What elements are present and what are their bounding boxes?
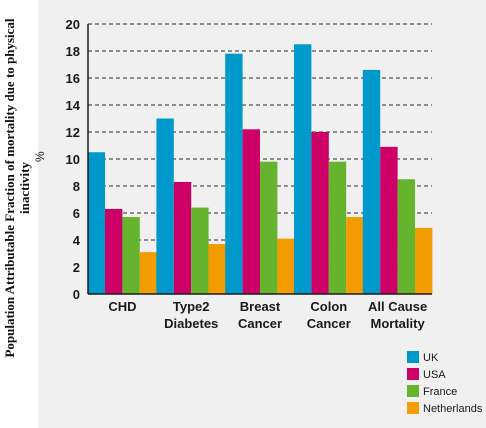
category-label: Cancer <box>238 316 282 331</box>
category-label: Type2 <box>173 299 210 314</box>
category-label: Diabetes <box>164 316 218 331</box>
bar-netherlands-2 <box>277 238 295 294</box>
category-label: All Cause <box>368 299 427 314</box>
y-unit-label: % <box>33 151 47 162</box>
y-tick-label: 4 <box>73 233 81 248</box>
bar-france-0 <box>122 217 140 294</box>
bar-usa-0 <box>105 208 123 294</box>
legend-label-netherlands: Netherlands <box>423 403 483 415</box>
y-tick-labels: 0 2 4 6 8 10 12 14 16 18 20 <box>66 17 81 302</box>
category-label: Cancer <box>307 316 351 331</box>
category-label: Mortality <box>371 316 426 331</box>
y-tick-label: 18 <box>66 44 80 59</box>
category-label: Colon <box>310 299 347 314</box>
x-category-labels: CHD Type2 Diabetes Breast Cancer Colon Cancer A… <box>108 299 427 331</box>
y-tick-label: 8 <box>73 179 80 194</box>
bars <box>87 44 433 295</box>
y-tick-label: 16 <box>66 71 80 86</box>
legend-swatch-france <box>407 385 419 397</box>
bar-uk-0 <box>87 152 105 294</box>
axes <box>87 24 432 295</box>
bar-usa-2 <box>242 129 260 294</box>
bar-netherlands-1 <box>208 244 226 294</box>
legend-label-usa: USA <box>423 369 446 381</box>
bar-usa-1 <box>173 181 192 294</box>
bar-usa-3 <box>311 132 329 294</box>
category-label: Breast <box>240 299 281 314</box>
bar-uk-4 <box>362 69 381 295</box>
bar-netherlands-3 <box>346 217 364 294</box>
bar-netherlands-0 <box>139 252 158 294</box>
bar-uk-1 <box>156 118 174 294</box>
legend: UK USA France Netherlands <box>407 351 483 415</box>
category-label: CHD <box>108 299 136 314</box>
y-tick-label: 0 <box>73 287 80 302</box>
legend-swatch-netherlands <box>407 402 419 414</box>
bar-uk-3 <box>294 44 312 294</box>
y-tick-label: 6 <box>73 206 80 221</box>
legend-swatch-uk <box>407 351 419 363</box>
legend-label-france: France <box>423 386 457 398</box>
legend-label-uk: UK <box>423 352 439 364</box>
bar-usa-4 <box>380 146 398 294</box>
bar-france-2 <box>260 161 278 294</box>
y-tick-label: 2 <box>73 260 80 275</box>
bar-uk-2 <box>225 53 243 295</box>
bar-france-4 <box>397 179 415 294</box>
legend-swatch-usa <box>407 368 419 380</box>
bar-france-3 <box>328 161 347 294</box>
y-tick-label: 12 <box>66 125 80 140</box>
y-tick-label: 20 <box>66 17 80 32</box>
y-tick-label: 14 <box>66 98 81 113</box>
bar-netherlands-4 <box>415 227 433 294</box>
bar-france-1 <box>191 207 209 294</box>
y-tick-label: 10 <box>66 152 80 167</box>
